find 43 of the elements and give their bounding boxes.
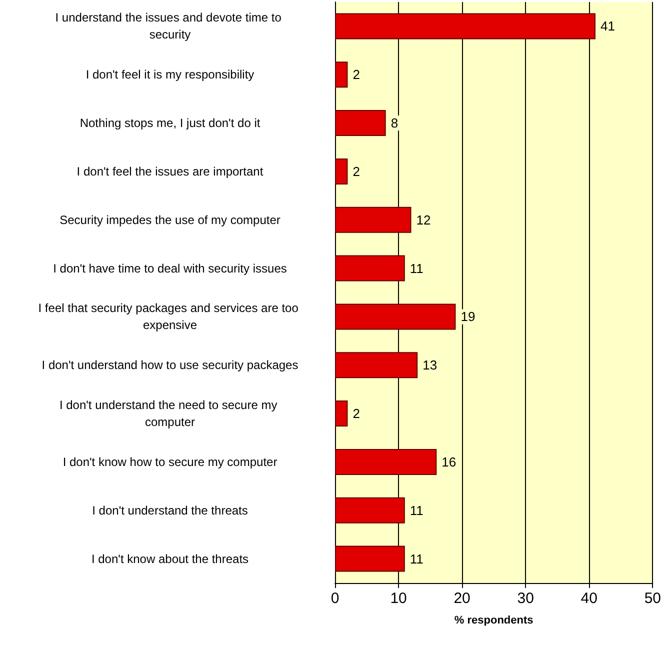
data-label: 2 bbox=[352, 67, 360, 82]
data-label: 2 bbox=[352, 164, 360, 179]
y-tick-label: I don't have time to deal with security issues bbox=[53, 261, 287, 276]
data-label: 2 bbox=[352, 406, 360, 422]
data-label: 13 bbox=[422, 358, 438, 373]
y-tick-label: Security impedes the use of my computer bbox=[60, 212, 280, 227]
bar bbox=[335, 158, 348, 184]
bar bbox=[335, 546, 405, 572]
data-label: 11 bbox=[410, 260, 424, 276]
bar bbox=[335, 448, 437, 475]
y-tick-label: I don't feel the issues are important bbox=[76, 164, 264, 178]
data-label: 41 bbox=[600, 18, 615, 34]
y-tick-label: I don't know how to secure my computer bbox=[62, 454, 278, 469]
y-tick-label: I don't understand the need to secure my computer bbox=[59, 398, 281, 430]
y-tick-label: I don't understand the threats bbox=[92, 503, 248, 518]
data-label: 12 bbox=[416, 212, 431, 228]
bar bbox=[335, 255, 405, 282]
x-tick-label: 40 bbox=[580, 590, 598, 607]
data-label: 19 bbox=[460, 309, 476, 324]
x-tick-label: 50 bbox=[644, 590, 661, 607]
data-label: 11 bbox=[410, 551, 424, 566]
bar bbox=[335, 206, 412, 233]
x-tick-label: 20 bbox=[454, 590, 470, 607]
x-tick-label: 30 bbox=[517, 590, 534, 607]
data-label: 8 bbox=[390, 116, 398, 131]
y-tick-label: I feel that security packages and services are too expensive bbox=[38, 301, 302, 332]
bar bbox=[335, 304, 456, 330]
bar bbox=[335, 352, 418, 378]
bar bbox=[335, 400, 348, 427]
bar bbox=[335, 62, 348, 88]
y-tick-label: I don't feel it is my responsibility bbox=[86, 68, 254, 82]
y-tick-label: I understand the issues and devote time to security bbox=[55, 10, 285, 42]
y-tick-label: I don't understand how to use security packages bbox=[42, 358, 298, 372]
y-tick-label: Nothing stops me, I just don't do it bbox=[80, 116, 261, 130]
bar bbox=[335, 110, 386, 136]
bar bbox=[335, 13, 596, 40]
x-tick-label: 0 bbox=[330, 590, 340, 607]
y-tick-label: I don't know about the threats bbox=[91, 552, 249, 566]
x-tick-label: 10 bbox=[390, 590, 407, 607]
x-axis-title: % respondents bbox=[454, 614, 534, 626]
data-label: 16 bbox=[442, 454, 456, 470]
data-label: 11 bbox=[410, 502, 424, 518]
bar bbox=[335, 497, 405, 524]
